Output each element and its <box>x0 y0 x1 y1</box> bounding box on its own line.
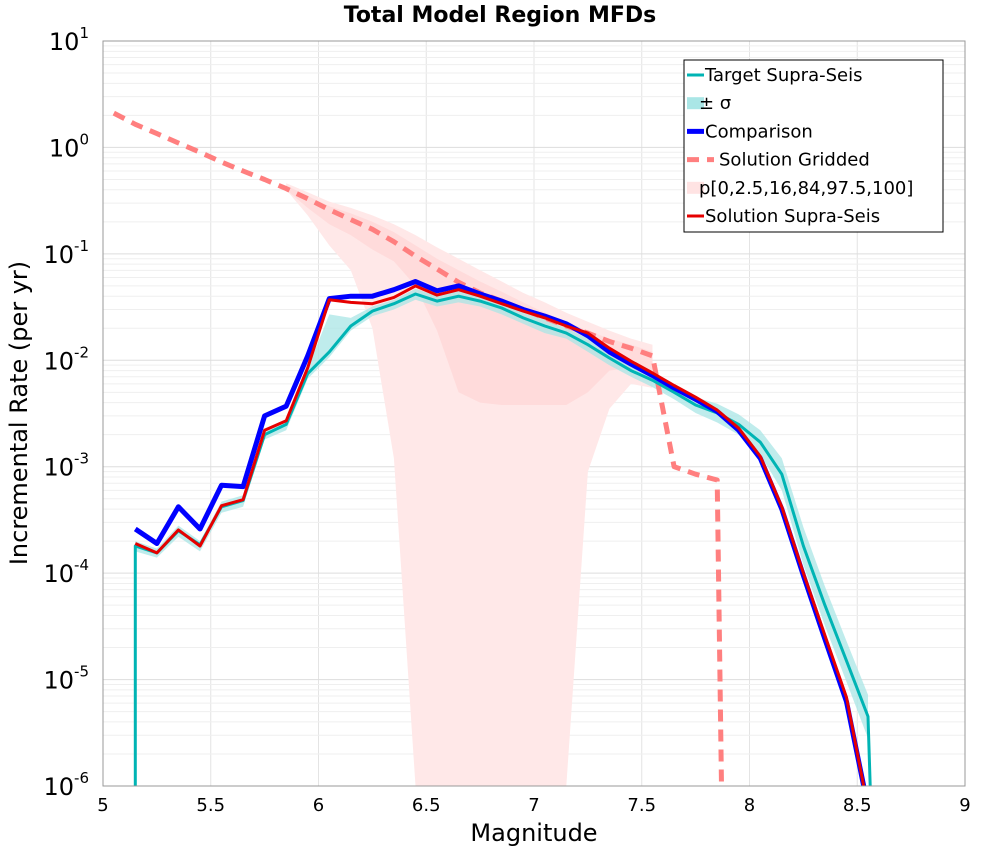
legend-label: Solution Gridded <box>719 150 870 171</box>
legend-swatch <box>687 181 704 194</box>
y-axis-label: Incremental Rate (per yr) <box>5 261 33 565</box>
x-tick-label: 8.5 <box>843 795 872 816</box>
solution-supra-seis-line <box>134 284 866 787</box>
uncertainty-bands <box>135 183 869 787</box>
x-tick-label: 7 <box>528 795 539 816</box>
x-tick-label: 6.5 <box>412 795 441 816</box>
chart-title: Total Model Region MFDs <box>344 3 657 28</box>
x-axis-ticks: 5 5.5 6 6.5 7 7.5 8 8.5 9 <box>97 795 970 816</box>
sigma-band <box>135 288 869 739</box>
y-tick-label: 101 <box>49 24 89 56</box>
y-tick-label: 10-5 <box>43 663 89 695</box>
y-tick-label: 10-6 <box>43 769 89 801</box>
legend-swatch <box>687 97 704 110</box>
legend-box <box>683 59 944 233</box>
x-axis-label: Magnitude <box>470 819 597 847</box>
y-tick-label: 10-4 <box>43 556 89 588</box>
x-tick-label: 6 <box>313 795 324 816</box>
legend-label: Comparison <box>705 121 813 142</box>
x-tick-label: 9 <box>959 795 970 816</box>
y-tick-label: 10-2 <box>43 343 89 375</box>
x-tick-label: 8 <box>744 795 755 816</box>
y-tick-label: 100 <box>49 130 89 162</box>
x-tick-label: 5 <box>97 795 108 816</box>
x-tick-label: 7.5 <box>627 795 656 816</box>
y-tick-label: 10-1 <box>43 237 89 269</box>
legend-label: p[0,2.5,16,84,97.5,100] <box>699 178 913 199</box>
legend: Target Supra-Seis ± σ Comparison Solution G… <box>683 59 944 233</box>
legend-label: Solution Supra-Seis <box>705 206 880 227</box>
x-tick-label: 5.5 <box>196 795 225 816</box>
series-lines <box>112 110 872 787</box>
y-tick-label: 10-3 <box>43 450 89 482</box>
legend-label: Target Supra-Seis <box>704 65 862 86</box>
solution-gridded-line <box>112 110 724 787</box>
y-axis-ticks: 101 100 10-1 10-2 10-3 10-4 10-5 10-6 <box>43 24 89 801</box>
legend-label: ± σ <box>699 93 731 114</box>
plot-frame <box>102 40 966 787</box>
